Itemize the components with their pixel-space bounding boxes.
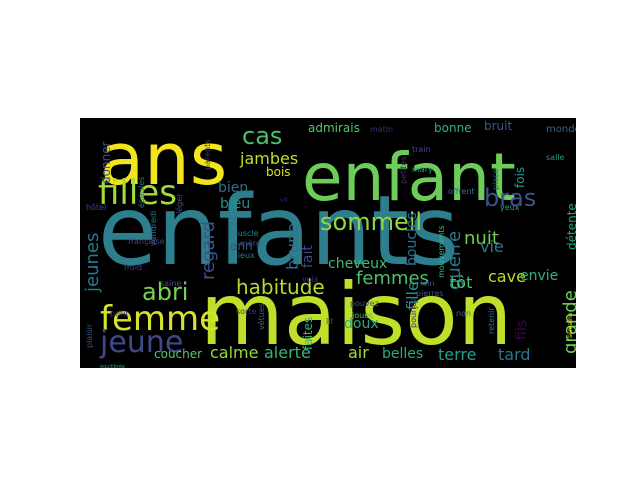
cloud-word: lit [326,317,334,326]
cloud-word: bien [218,180,248,196]
cloud-word: pourrez [409,298,418,328]
cloud-word: française [128,237,165,246]
cloud-word: nuit [464,228,499,249]
cloud-word: femmes [356,268,429,289]
cloud-word: léger [174,193,184,214]
cloud-word: offrent [448,187,475,196]
cloud-word: petites [399,156,408,184]
cloud-word: habitude [236,275,325,299]
cloud-word: froid [124,263,142,272]
cloud-word: salle [546,153,565,162]
cloud-word: tôt [450,273,472,292]
cloud-word: saine [160,279,181,288]
cloud-word: bonne [434,121,472,135]
cloud-word: regard [198,221,219,280]
cloud-word: bruit [484,119,512,133]
cloud-word: mieux [230,251,255,260]
cloud-word: monde [546,124,576,135]
cloud-word: bois [266,165,291,179]
cloud-word: filles [98,173,177,213]
cloud-word: train [412,145,431,154]
cloud-word: fois [513,167,527,188]
cloud-word: maison [200,265,512,365]
cloud-word: matin [370,125,393,134]
cloud-word: bleu [220,196,250,212]
cloud-word: vit [280,197,288,204]
cloud-word: vendredi [149,211,158,246]
cloud-word: hôtel [86,202,106,212]
cloud-word: sorte [236,307,256,316]
cloud-word: calme [210,343,258,362]
cloud-word: semaine [567,312,574,338]
cloud-word: jambes [239,149,298,168]
cloud-word: abri [142,278,188,306]
cloud-word: parents [203,140,212,170]
cloud-word: mouvements [437,225,446,278]
cloud-word: pierres [416,289,444,298]
cloud-word: femme [100,299,220,339]
cloud-word: vêtues [256,303,266,330]
cloud-word: plaisir [85,323,94,348]
cloud-word: fils [514,320,530,340]
cloud-word: admirais [308,121,360,135]
cloud-word: cheveux [328,256,387,272]
cloud-word: jeune [99,325,183,360]
cloud-word: tard [498,345,531,364]
cloud-word: cas [242,122,282,150]
cloud-word: enfant [302,139,516,216]
cloud-word: muscle [230,229,259,238]
cloud-word: grande [560,290,576,354]
cloud-word: donner [99,141,113,184]
cloud-word: faites [301,317,315,350]
cloud-word: place [491,168,500,190]
cloud-word: boucles [404,212,420,266]
cloud-word: jeunes [82,233,103,293]
cloud-word: équilibrée [100,363,125,368]
cloud-word: bras [484,184,536,212]
cloud-word: épaules [136,177,146,208]
cloud-word: cave [488,267,526,286]
word-cloud-image: enfants maison enfant ans femme filles jeune so… [80,118,576,368]
cloud-word: ann [230,239,253,253]
cloud-word: détente [565,203,576,250]
cloud-word: joues [351,311,373,320]
cloud-word: mary [412,165,433,174]
cloud-word: fait [300,245,316,268]
cloud-word: mère [240,238,261,248]
cloud-word: non [456,309,471,318]
cloud-word: pouvez [350,299,379,308]
cloud-word: guerre [444,231,465,290]
cloud-word: vie [480,237,504,256]
cloud-word: ans [100,118,227,201]
cloud-word: doux [344,316,379,332]
cloud-word: voix [302,275,319,284]
word-cloud-canvas: enfantsmaisonenfantansfemmefillesjeuneso… [82,118,576,368]
cloud-word: envie [520,268,558,284]
cloud-word: alerte [264,343,311,362]
cloud-word: retenir [487,307,496,334]
cloud-word: petit [110,309,129,318]
cloud-word: air [348,343,369,362]
cloud-word: belles [382,346,423,362]
cloud-word: coucher [154,347,202,361]
cloud-word: loin [420,279,434,288]
cloud-word: brune [283,223,302,270]
cloud-word: fille [403,281,422,310]
cloud-word: yeux [500,203,520,212]
cloud-word: sommeil [320,208,422,236]
cloud-word: terre [438,345,476,364]
cloud-word: enfants [98,175,459,287]
